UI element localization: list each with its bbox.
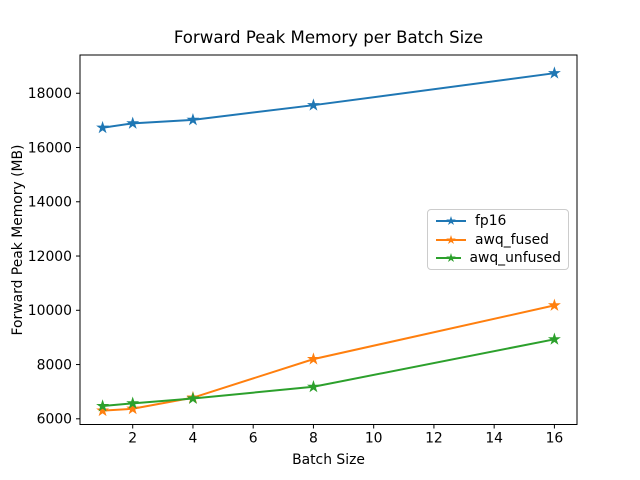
x-tick-label: 8 bbox=[309, 431, 318, 447]
legend-star-marker-icon bbox=[446, 216, 456, 226]
data-point-marker-fp16 bbox=[96, 120, 110, 134]
chart-title: Forward Peak Memory per Batch Size bbox=[173, 28, 484, 47]
series-line-awq_unfused bbox=[101, 338, 556, 408]
x-tick-label: 16 bbox=[546, 431, 564, 447]
legend: fp16 awq_fused awq_unfused bbox=[427, 209, 569, 270]
data-point-marker-awq_unfused bbox=[126, 396, 140, 409]
data-point-marker-awq_unfused bbox=[96, 399, 110, 412]
legend-entry-fp16: fp16 bbox=[435, 212, 561, 230]
data-point-marker-awq_fused bbox=[126, 401, 140, 415]
x-axis-label: Batch Size bbox=[292, 452, 365, 468]
data-point-marker-awq_fused bbox=[96, 403, 110, 417]
y-tick-label: 10000 bbox=[28, 303, 72, 319]
y-tick-label: 12000 bbox=[28, 249, 72, 265]
y-tick-label: 16000 bbox=[28, 140, 72, 156]
legend-entry-awq_fused: awq_fused bbox=[435, 231, 561, 249]
legend-line-sample bbox=[436, 234, 466, 244]
x-tick-label: 4 bbox=[189, 431, 198, 447]
data-point-marker-awq_unfused bbox=[547, 332, 561, 345]
data-point-marker-awq_fused bbox=[547, 298, 561, 311]
legend-label: awq_unfused bbox=[469, 249, 561, 266]
series-line-fp16 bbox=[101, 72, 556, 129]
y-tick-label: 6000 bbox=[37, 412, 72, 428]
data-point-marker-fp16 bbox=[126, 116, 140, 129]
legend-entry-awq_unfused: awq_unfused bbox=[435, 249, 561, 267]
y-tick-label: 14000 bbox=[28, 195, 72, 211]
data-point-marker-awq_fused bbox=[306, 352, 320, 365]
data-point-marker-fp16 bbox=[547, 66, 561, 79]
legend-label: fp16 bbox=[475, 213, 507, 230]
y-tick-label: 18000 bbox=[28, 86, 72, 102]
legend-label: awq_fused bbox=[475, 231, 549, 248]
series-line-awq_fused bbox=[101, 304, 556, 412]
x-tick-label: 14 bbox=[485, 431, 503, 447]
y-tick-label: 8000 bbox=[37, 357, 72, 373]
x-tick-label: 6 bbox=[249, 431, 258, 447]
data-point-marker-fp16 bbox=[306, 98, 320, 111]
data-point-marker-awq_unfused bbox=[186, 391, 200, 404]
legend-star-marker-icon bbox=[446, 252, 456, 262]
legend-line-sample bbox=[436, 252, 462, 262]
data-point-marker-awq_unfused bbox=[306, 379, 320, 393]
legend-star-marker-icon bbox=[446, 234, 456, 244]
data-point-marker-fp16 bbox=[186, 113, 200, 126]
x-tick-label: 2 bbox=[128, 431, 137, 447]
axes-spines bbox=[79, 54, 578, 425]
x-tick-label: 10 bbox=[365, 431, 383, 447]
x-tick-label: 12 bbox=[425, 431, 443, 447]
y-axis-label-text: Forward Peak Memory (MB) bbox=[10, 144, 26, 336]
legend-line-sample bbox=[436, 216, 466, 226]
